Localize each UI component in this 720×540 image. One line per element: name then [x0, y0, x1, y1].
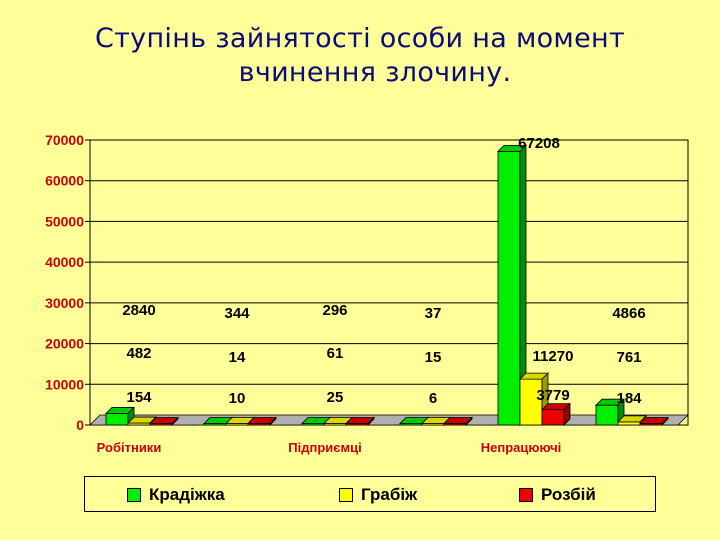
data-label: 67208 — [518, 135, 560, 152]
bar-side — [171, 416, 179, 426]
x-category-label: Непрацюючі — [481, 440, 562, 455]
bar-side — [269, 416, 277, 426]
legend-swatch-2 — [339, 488, 353, 502]
data-label: 296 — [322, 302, 347, 319]
bar — [541, 409, 565, 426]
y-tick-label: 10000 — [45, 376, 84, 392]
data-label: 14 — [229, 349, 246, 366]
bar — [497, 150, 521, 426]
bar — [595, 404, 619, 426]
bar-side — [661, 416, 669, 426]
bar — [105, 413, 129, 426]
legend-item-2: Грабіж — [339, 485, 417, 505]
legend-label-1: Крадіжка — [149, 485, 225, 504]
plot-frame — [89, 139, 689, 426]
y-tick-label: 70000 — [45, 132, 84, 148]
chart-title-line-1: Ступінь зайнятості особи на момент — [94, 23, 625, 54]
data-label: 3779 — [536, 387, 569, 404]
data-label: 61 — [327, 345, 344, 362]
bar-side — [563, 402, 571, 426]
legend-item-3: Розбій — [519, 485, 596, 505]
data-label: 25 — [327, 389, 344, 406]
data-label: 154 — [126, 389, 152, 406]
data-label: 37 — [425, 305, 442, 322]
y-tick-label: 50000 — [45, 213, 84, 229]
data-label: 2840 — [122, 302, 155, 319]
legend-label-2: Грабіж — [361, 485, 418, 504]
data-label: 11270 — [533, 348, 574, 365]
data-label: 761 — [616, 349, 641, 366]
data-label: 6 — [429, 390, 437, 407]
y-tick-label: 60000 — [45, 173, 84, 189]
bar — [617, 421, 641, 426]
y-tick-label: 40000 — [45, 254, 84, 270]
chart-title-line-2: вчинення злочину. — [238, 57, 512, 88]
data-label: 4866 — [612, 305, 645, 322]
x-category-label: Підприємці — [288, 440, 361, 455]
x-category-label: Робітники — [97, 440, 162, 455]
legend-label-3: Розбій — [541, 485, 596, 504]
chart-title: Ступінь зайнятості особи на момент вчине… — [0, 22, 720, 90]
legend: Крадіжка Грабіж Розбій — [84, 476, 656, 512]
bar-side — [367, 416, 375, 426]
y-tick-label: 0 — [76, 417, 84, 433]
data-label: 344 — [224, 305, 250, 322]
y-tick-label: 20000 — [45, 336, 84, 352]
legend-swatch-3 — [519, 488, 533, 502]
legend-item-1: Крадіжка — [127, 485, 225, 505]
data-label: 15 — [425, 349, 442, 366]
y-tick-label: 30000 — [45, 295, 84, 311]
data-label: 184 — [616, 390, 642, 407]
data-label: 10 — [229, 390, 246, 407]
data-label: 482 — [126, 345, 151, 362]
legend-swatch-1 — [127, 488, 141, 502]
bar-side — [465, 416, 473, 426]
